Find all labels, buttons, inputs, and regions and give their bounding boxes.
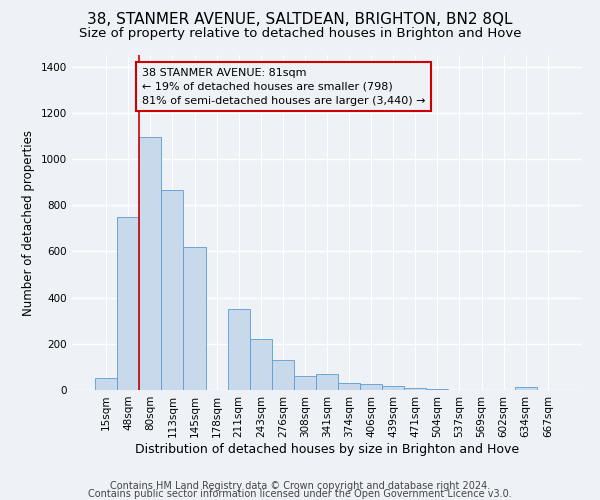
Text: 38 STANMER AVENUE: 81sqm
← 19% of detached houses are smaller (798)
81% of semi-: 38 STANMER AVENUE: 81sqm ← 19% of detach… — [142, 68, 425, 106]
Bar — [95, 378, 117, 390]
Bar — [338, 383, 360, 390]
Bar — [294, 376, 316, 390]
X-axis label: Distribution of detached houses by size in Brighton and Hove: Distribution of detached houses by size … — [135, 442, 519, 456]
Bar — [161, 190, 184, 390]
Bar — [427, 389, 448, 390]
Bar — [184, 247, 206, 390]
Bar — [139, 137, 161, 390]
Text: Contains public sector information licensed under the Open Government Licence v3: Contains public sector information licen… — [88, 489, 512, 499]
Bar — [404, 388, 427, 390]
Bar — [316, 374, 338, 390]
Bar — [382, 386, 404, 390]
Text: 38, STANMER AVENUE, SALTDEAN, BRIGHTON, BN2 8QL: 38, STANMER AVENUE, SALTDEAN, BRIGHTON, … — [87, 12, 513, 28]
Bar — [250, 338, 272, 390]
Bar — [272, 360, 294, 390]
Bar — [227, 309, 250, 390]
Text: Contains HM Land Registry data © Crown copyright and database right 2024.: Contains HM Land Registry data © Crown c… — [110, 481, 490, 491]
Bar — [117, 216, 139, 390]
Y-axis label: Number of detached properties: Number of detached properties — [22, 130, 35, 316]
Bar — [360, 384, 382, 390]
Bar — [515, 387, 537, 390]
Text: Size of property relative to detached houses in Brighton and Hove: Size of property relative to detached ho… — [79, 28, 521, 40]
